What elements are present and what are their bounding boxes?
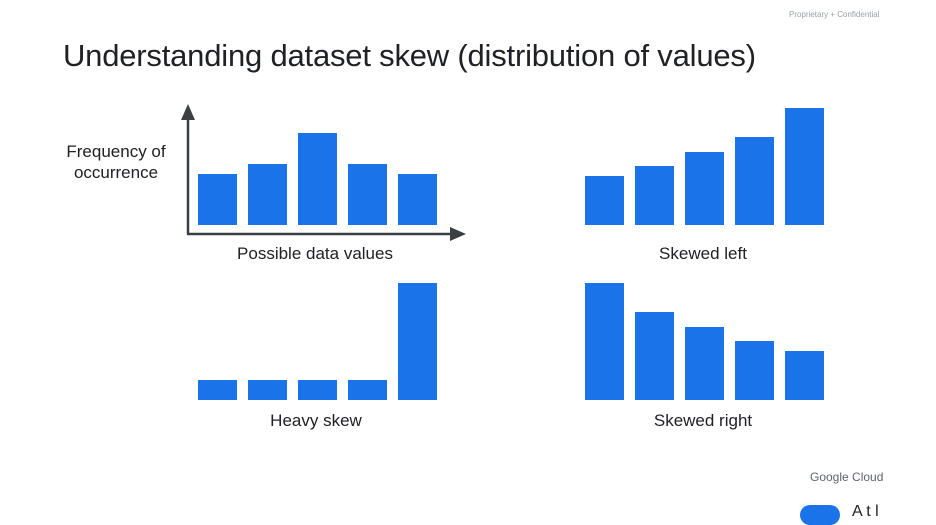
bar-heavy-skew-2	[248, 380, 287, 400]
bar-possible-data-values-2	[248, 164, 287, 225]
caption-possible-data-values: Possible data values	[237, 244, 393, 263]
bar-skewed-right-5	[785, 351, 824, 400]
brand-cloud-text: Cloud	[852, 470, 884, 484]
bar-skewed-right-3	[685, 327, 724, 400]
corner-text: A t l	[852, 503, 879, 520]
bar-skewed-right-2	[635, 312, 674, 400]
bar-possible-data-values-4	[348, 164, 387, 225]
brand-google-text: Google	[810, 470, 849, 484]
bar-possible-data-values-3	[298, 133, 337, 225]
caption-heavy-skew: Heavy skew	[270, 411, 362, 430]
bar-skewed-left-4	[735, 137, 774, 225]
bar-heavy-skew-4	[348, 380, 387, 400]
bar-skewed-left-3	[685, 152, 724, 225]
bar-skewed-right-4	[735, 341, 774, 400]
bar-possible-data-values-1	[198, 174, 237, 225]
bar-heavy-skew-5	[398, 283, 437, 400]
confidential-label: Proprietary + Confidential	[789, 10, 880, 19]
google-cloud-logo: Google Cloud	[810, 470, 883, 484]
corner-toggle[interactable]	[800, 505, 840, 525]
bar-heavy-skew-3	[298, 380, 337, 400]
y-axis-label: Frequency of occurrence	[66, 142, 166, 182]
bar-heavy-skew-1	[198, 380, 237, 400]
y-axis-arrow	[181, 104, 195, 120]
caption-skewed-right: Skewed right	[653, 411, 753, 430]
bar-skewed-left-2	[635, 166, 674, 225]
bar-possible-data-values-5	[398, 174, 437, 225]
bar-skewed-right-1	[585, 283, 624, 400]
bar-skewed-left-5	[785, 108, 824, 225]
x-axis-arrow	[450, 227, 466, 241]
slide-title: Understanding dataset skew (distribution…	[63, 38, 756, 73]
caption-skewed-left: Skewed left	[659, 244, 747, 263]
bar-skewed-left-1	[585, 176, 624, 225]
chart-axes	[181, 104, 466, 241]
